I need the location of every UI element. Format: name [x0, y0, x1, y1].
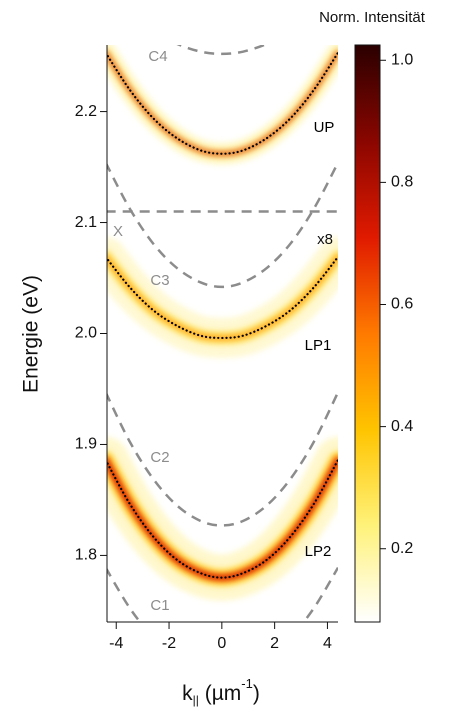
colorbar-tick-label: 1.0 — [391, 51, 413, 68]
mode-curve — [107, 162, 338, 289]
polariton-curve — [107, 458, 338, 579]
x-label-base: k — [182, 682, 193, 705]
colorbar-tick-label: 0.4 — [391, 418, 413, 435]
x-label-unit: (µm — [199, 682, 241, 705]
colorbar-tick-label: 0.2 — [391, 540, 413, 557]
curve-label: X — [113, 223, 123, 240]
intensity-map — [107, 45, 338, 601]
curve-label: UP — [314, 119, 335, 136]
y-axis-label: Energie (eV) — [20, 275, 43, 393]
curve-label: C3 — [150, 272, 169, 289]
colorbar-title: Norm. Intensität — [319, 9, 426, 26]
annotation: x8 — [317, 231, 333, 248]
x-tick-label: 2 — [270, 635, 279, 652]
curve-label: LP2 — [305, 543, 332, 560]
y-tick-label: 2.1 — [75, 214, 97, 231]
colorbar-tick-label: 0.8 — [391, 174, 413, 191]
x-tick-label: -2 — [162, 635, 176, 652]
curve-label: C2 — [150, 449, 169, 466]
colorbar-tick-label: 0.6 — [391, 296, 413, 313]
mode-curve — [176, 45, 268, 56]
axes: 1.8 1.9 2.0 2.1 2.2 -4 -2 0 2 4 — [75, 45, 338, 652]
y-tick-label: 2.0 — [75, 325, 97, 342]
x-label-sup: -1 — [241, 676, 253, 691]
curve-label: C1 — [150, 597, 169, 614]
x-tick-label: 0 — [217, 635, 226, 652]
x-tick-label: 4 — [323, 635, 332, 652]
curve-label: C4 — [148, 48, 167, 65]
y-tick-label: 1.8 — [75, 547, 97, 564]
y-tick-label: 1.9 — [75, 436, 97, 453]
curve-label: LP1 — [305, 337, 332, 354]
x-tick-label: -4 — [109, 635, 123, 652]
polariton-curve — [107, 255, 338, 340]
polariton-curve — [107, 51, 338, 155]
x-label-close: ) — [253, 682, 260, 705]
mode-curve — [107, 391, 338, 527]
curves — [107, 45, 338, 622]
x-label-sub: || — [193, 693, 199, 707]
x-axis-label: k|| (µm-1) — [182, 676, 260, 707]
colorbar — [354, 44, 381, 623]
y-tick-label: 2.2 — [75, 103, 97, 120]
